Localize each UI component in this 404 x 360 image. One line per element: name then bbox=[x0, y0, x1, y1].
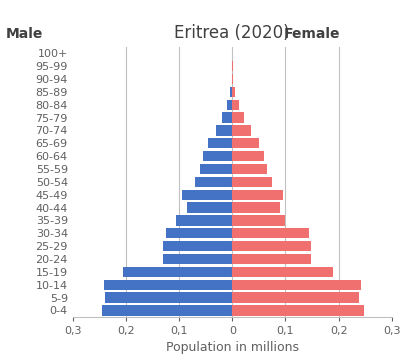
Bar bbox=[227, 99, 232, 110]
Bar bbox=[232, 254, 311, 264]
Bar bbox=[232, 74, 233, 84]
Bar bbox=[232, 112, 244, 123]
Bar bbox=[232, 228, 309, 238]
Bar bbox=[232, 241, 311, 251]
Text: Female: Female bbox=[284, 27, 340, 41]
Bar bbox=[232, 305, 364, 315]
Bar bbox=[232, 87, 236, 97]
Bar bbox=[163, 241, 232, 251]
Bar bbox=[102, 305, 232, 315]
Bar bbox=[105, 292, 232, 303]
Bar bbox=[163, 254, 232, 264]
Bar bbox=[182, 189, 232, 200]
Bar bbox=[123, 267, 232, 277]
Bar bbox=[103, 279, 232, 290]
Bar bbox=[222, 112, 232, 123]
Bar bbox=[232, 292, 359, 303]
X-axis label: Population in millions: Population in millions bbox=[166, 341, 299, 354]
Bar bbox=[232, 151, 264, 161]
Bar bbox=[232, 177, 272, 187]
Bar bbox=[203, 151, 232, 161]
Bar bbox=[232, 99, 239, 110]
Bar bbox=[208, 138, 232, 148]
Bar bbox=[217, 125, 232, 135]
Title: Eritrea (2020): Eritrea (2020) bbox=[175, 24, 290, 42]
Bar bbox=[177, 215, 232, 225]
Bar bbox=[232, 202, 280, 213]
Bar bbox=[232, 138, 259, 148]
Bar bbox=[232, 164, 267, 174]
Bar bbox=[187, 202, 232, 213]
Bar bbox=[200, 164, 232, 174]
Bar bbox=[195, 177, 232, 187]
Bar bbox=[232, 279, 361, 290]
Bar bbox=[229, 87, 232, 97]
Text: Male: Male bbox=[6, 27, 44, 41]
Bar bbox=[166, 228, 232, 238]
Bar bbox=[232, 267, 333, 277]
Bar bbox=[232, 189, 283, 200]
Bar bbox=[232, 215, 286, 225]
Bar bbox=[232, 125, 251, 135]
